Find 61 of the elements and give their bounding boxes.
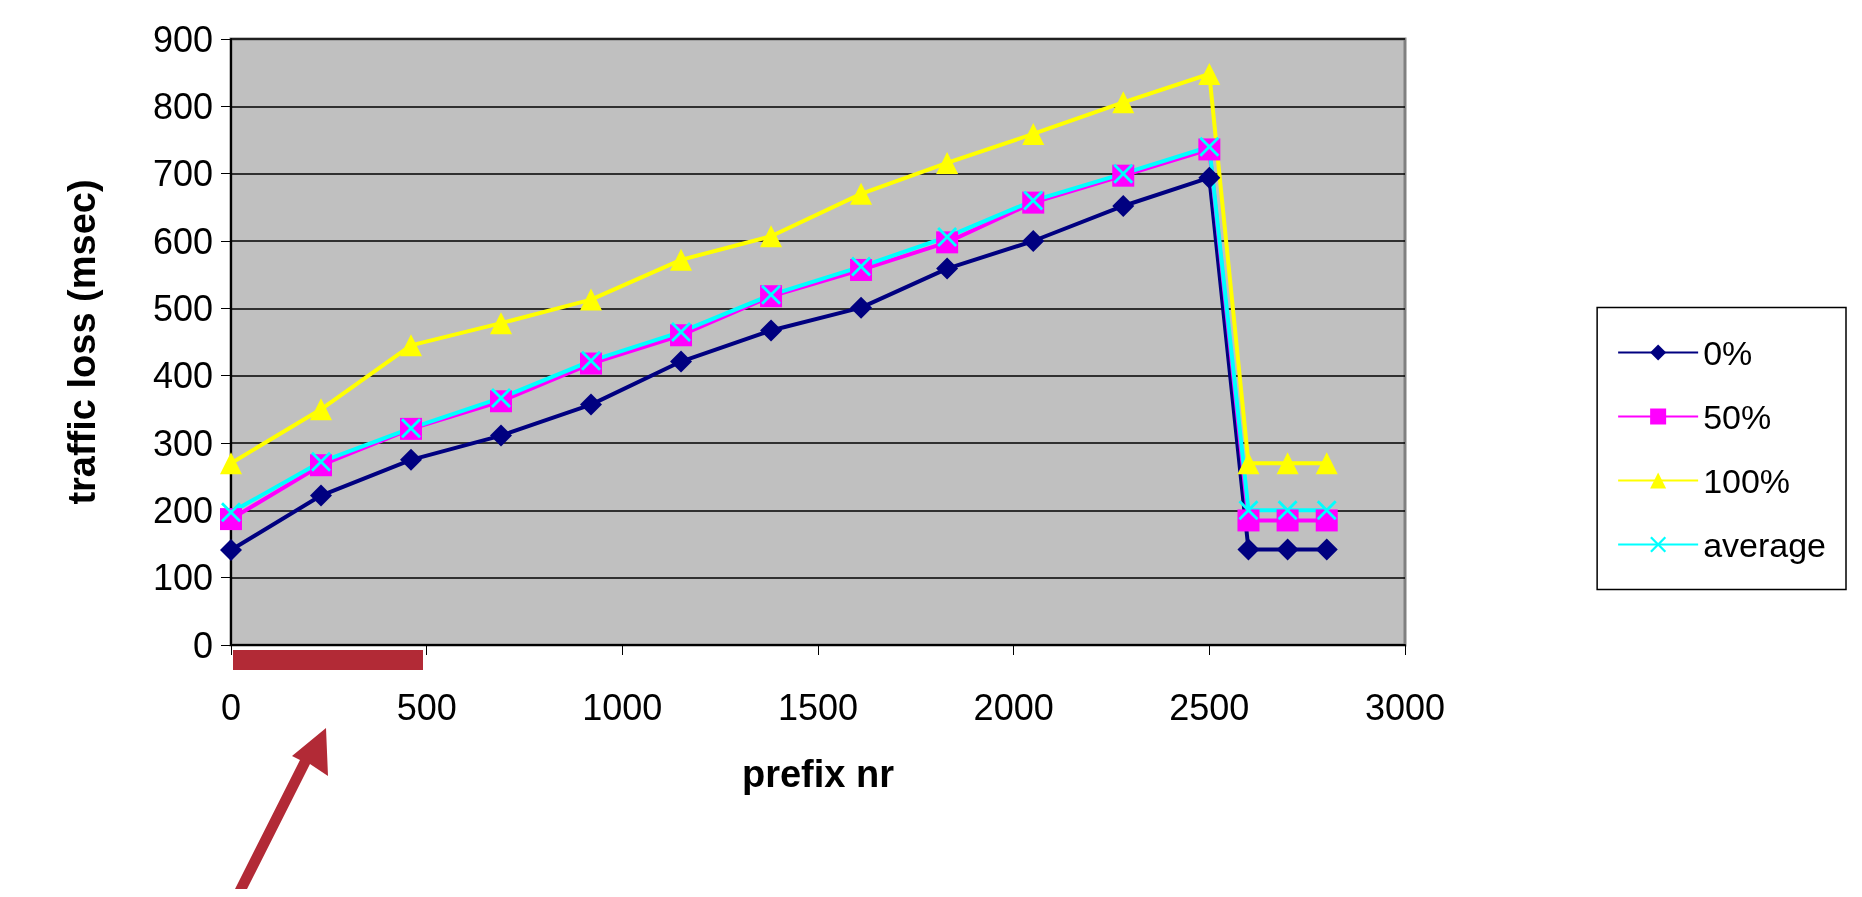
x-axis-title: prefix nr (741, 753, 895, 795)
y-tick-label: 200 (152, 489, 213, 531)
y-tick-label: 600 (152, 220, 213, 262)
point (671, 321, 692, 342)
y-tick-label: 700 (152, 153, 213, 195)
point (1198, 166, 1221, 189)
point (400, 334, 423, 357)
x-tick-label: 500 (396, 686, 457, 728)
point (220, 539, 242, 562)
point (580, 288, 603, 311)
point (1238, 500, 1259, 521)
point (1112, 194, 1135, 217)
x-tick-label: 2000 (973, 686, 1054, 728)
point (1315, 452, 1338, 475)
point (1315, 538, 1338, 561)
point (221, 502, 241, 523)
point (490, 312, 513, 335)
point (220, 452, 242, 475)
y-tick-label: 300 (152, 422, 213, 464)
x-tick-label: 0 (220, 686, 242, 728)
point (1237, 538, 1260, 561)
y-tick-label: 500 (152, 287, 213, 329)
point (490, 424, 513, 447)
point (670, 248, 693, 271)
point (937, 226, 958, 247)
point (400, 448, 423, 471)
point (850, 182, 873, 205)
point (1276, 452, 1299, 475)
point (311, 451, 332, 472)
legend-label: 100% (1703, 461, 1791, 500)
point (1237, 452, 1260, 475)
point (1198, 63, 1221, 86)
point (1277, 500, 1298, 521)
point (1112, 91, 1135, 114)
point (491, 387, 512, 408)
y-tick-label: 800 (152, 85, 213, 127)
point (1276, 538, 1299, 561)
legend-label: 0% (1703, 333, 1753, 372)
point (760, 225, 783, 248)
legend-label: average (1703, 525, 1827, 564)
point (310, 398, 333, 421)
y-tick-label: 100 (152, 557, 213, 599)
legend-label: 50% (1703, 397, 1772, 436)
point (1022, 122, 1045, 145)
point (850, 296, 873, 319)
y-tick-label: 400 (152, 355, 213, 397)
point (936, 151, 959, 174)
x-tick-label: 1000 (582, 686, 663, 728)
y-axis-title: traffic loss (msec) (61, 179, 103, 505)
y-tick-label: 900 (152, 18, 213, 60)
x-tick-label: 1500 (777, 686, 859, 728)
point (670, 350, 693, 373)
point (310, 484, 333, 507)
point (580, 393, 603, 416)
x-tick-label: 2500 (1169, 686, 1250, 728)
y-tick-label: 0 (192, 624, 213, 666)
point (1022, 230, 1045, 252)
x-tick-label: 3000 (1364, 686, 1446, 728)
point (936, 257, 959, 280)
point (1316, 500, 1337, 521)
point (760, 319, 783, 342)
